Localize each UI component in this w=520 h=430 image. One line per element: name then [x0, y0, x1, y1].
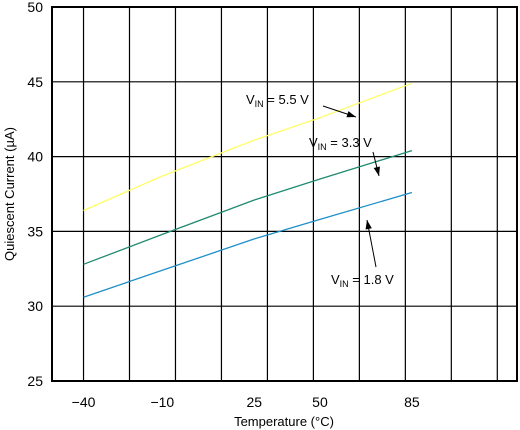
annotation-3-label: VIN = 1.8 V — [331, 272, 394, 289]
y-tick-label: 40 — [27, 149, 43, 165]
series-line-1 — [83, 82, 413, 212]
x-tick-label: −10 — [150, 394, 174, 410]
x-tick-label: −40 — [72, 394, 96, 410]
y-tick-labels: 25 30 35 40 45 50 — [27, 0, 43, 389]
y-tick-label: 35 — [27, 223, 43, 239]
series-line-3 — [83, 191, 413, 298]
annotation-1-arrow-head — [346, 111, 356, 118]
x-tick-label: 25 — [246, 394, 262, 410]
y-axis-label: Quiescent Current (µA) — [2, 127, 17, 261]
x-axis-label: Temperature (°C) — [234, 414, 334, 429]
x-tick-label: 85 — [404, 394, 420, 410]
annotations: VIN = 5.5 V VIN = 3.3 V VIN = 1.8 V — [246, 92, 394, 289]
y-tick-label: 50 — [27, 0, 43, 15]
annotation-2-label: VIN = 3.3 V — [309, 135, 372, 152]
x-tick-labels: −40 −10 25 50 85 — [72, 394, 420, 410]
y-tick-label: 25 — [27, 373, 43, 389]
annotation-3-arrow-head — [365, 220, 372, 230]
y-tick-label: 45 — [27, 74, 43, 90]
x-tick-label: 50 — [312, 394, 328, 410]
series-line-2 — [83, 149, 413, 265]
annotation-2-arrow-head — [373, 166, 380, 176]
grid-lines — [52, 7, 517, 381]
y-tick-label: 30 — [27, 298, 43, 314]
plot-frame — [51, 6, 518, 382]
series-lines — [83, 82, 413, 298]
annotation-1-label: VIN = 5.5 V — [246, 92, 309, 109]
